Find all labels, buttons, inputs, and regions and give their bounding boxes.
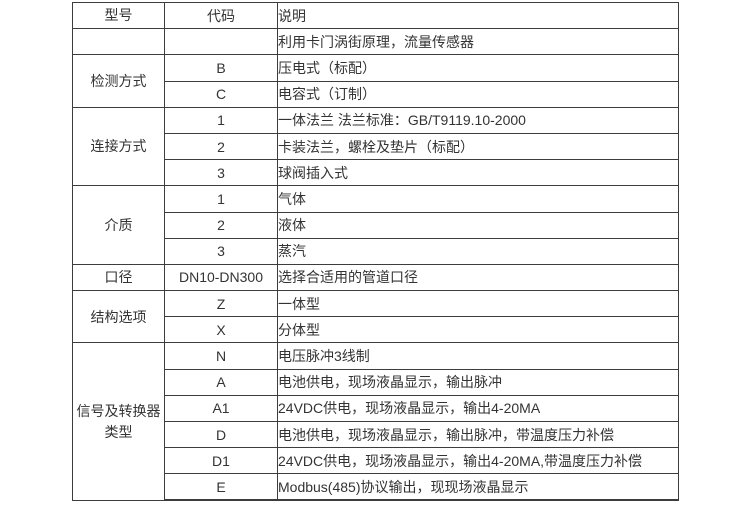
desc-cell: 24VDC供电，现场液晶显示，输出4-20MA	[277, 394, 679, 423]
header-model: 型号	[72, 1, 165, 30]
desc-cell: 选择合适用的管道口径	[277, 263, 679, 292]
code-cell: 3	[164, 237, 278, 265]
code-cell	[164, 28, 278, 56]
table-row: D1 24VDC供电，现场液晶显示，输出4-20MA,带温度压力补偿	[73, 447, 679, 475]
table-row: 介质 1 气体	[72, 185, 679, 265]
desc-cell: 压电式（标配）	[277, 54, 679, 82]
code-cell: 2	[164, 132, 278, 161]
desc-cell: 一体法兰 法兰标准：GB/T9119.10-2000	[277, 106, 679, 134]
table-row: D 电池供电，现场液晶显示，输出脉冲，带温度压力补偿	[73, 420, 679, 449]
desc-cell: 蒸汽	[277, 237, 679, 265]
table-row: 3 蒸汽	[73, 237, 679, 265]
model-group-cell	[72, 28, 165, 56]
code-cell: N	[164, 342, 278, 370]
table-row: 口径 DN10-DN300 选择合适用的管道口径	[72, 263, 679, 292]
desc-cell: 24VDC供电，现场液晶显示，输出4-20MA,带温度压力补偿	[277, 447, 679, 475]
table-header-row: 型号 代码 说明	[72, 1, 679, 30]
desc-cell: 利用卡门涡街原理，流量传感器	[277, 28, 679, 56]
table-row: C 电容式（订制）	[73, 80, 679, 108]
model-selection-table: 型号 代码 说明 利用卡门涡街原理，流量传感器 检测方式 B 压电式（标配） C…	[72, 1, 679, 502]
code-cell: B	[164, 54, 278, 82]
code-cell: C	[164, 80, 278, 108]
desc-cell: 电池供电，现场液晶显示，输出脉冲，带温度压力补偿	[277, 420, 679, 449]
desc-cell: 气体	[277, 185, 679, 213]
table-row: E Modbus(485)协议输出，现现场液晶显示	[73, 473, 679, 502]
model-group-cell: 信号及转换器类型	[72, 342, 165, 501]
table-row: A1 24VDC供电，现场液晶显示，输出4-20MA	[73, 394, 679, 423]
code-cell: A1	[164, 394, 278, 423]
desc-cell: 电池供电，现场液晶显示，输出脉冲	[277, 368, 679, 396]
desc-cell: 分体型	[277, 316, 679, 344]
code-cell: 1	[164, 106, 278, 134]
model-group-cell: 结构选项	[72, 290, 165, 344]
code-cell: DN10-DN300	[164, 263, 278, 292]
code-cell: A	[164, 368, 278, 396]
model-group-cell: 口径	[72, 263, 165, 292]
model-group-cell: 介质	[72, 185, 165, 265]
desc-cell: 球阀插入式	[277, 159, 679, 187]
table-row: 检测方式 B 压电式（标配）	[72, 54, 679, 108]
desc-cell: Modbus(485)协议输出，现现场液晶显示	[277, 473, 679, 502]
table-row: 利用卡门涡街原理，流量传感器	[72, 28, 679, 56]
code-cell: X	[164, 316, 278, 344]
header-code: 代码	[164, 1, 278, 30]
table-row: 结构选项 Z 一体型	[72, 290, 679, 344]
desc-cell: 电压脉冲3线制	[277, 342, 679, 370]
code-cell: 1	[164, 185, 278, 213]
table-row: A 电池供电，现场液晶显示，输出脉冲	[73, 368, 679, 396]
table-row: 信号及转换器类型 N 电压脉冲3线制	[72, 342, 679, 501]
table-row: 连接方式 1 一体法兰 法兰标准：GB/T9119.10-2000	[72, 106, 679, 187]
code-cell: 2	[164, 211, 278, 239]
code-cell: E	[164, 473, 278, 502]
model-group-cell: 连接方式	[72, 106, 165, 187]
code-cell: D1	[164, 447, 278, 475]
model-group-cell: 检测方式	[72, 54, 165, 108]
desc-cell: 一体型	[277, 290, 679, 318]
desc-cell: 卡装法兰，螺栓及垫片（标配）	[277, 132, 679, 161]
code-cell: D	[164, 420, 278, 449]
code-cell: Z	[164, 290, 278, 318]
desc-cell: 液体	[277, 211, 679, 239]
table-row: 2 液体	[73, 211, 679, 239]
code-cell: 3	[164, 159, 278, 187]
header-desc: 说明	[277, 1, 679, 30]
desc-cell: 电容式（订制）	[277, 80, 679, 108]
table-row: 2 卡装法兰，螺栓及垫片（标配）	[73, 132, 679, 161]
